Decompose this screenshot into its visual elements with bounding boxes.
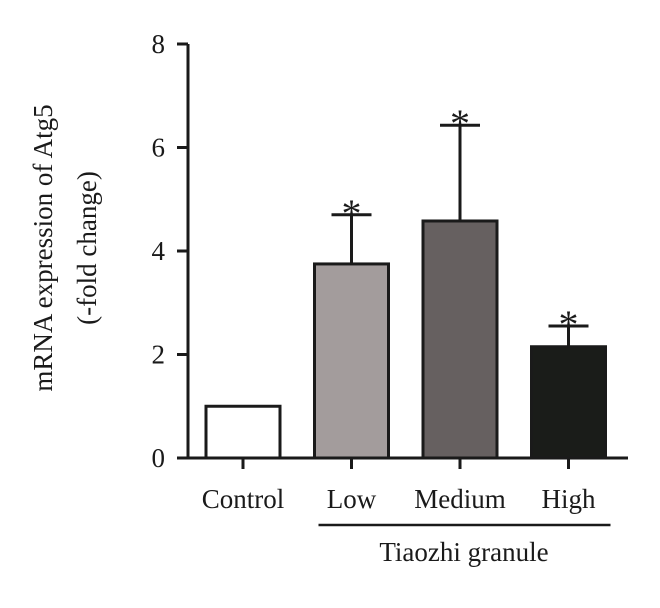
y-axis-title: mRNA expression of Atg5 (-fold change) xyxy=(28,104,102,391)
bars xyxy=(204,123,607,460)
group-label: Tiaozhi granule xyxy=(379,537,548,567)
y-tick-label: 8 xyxy=(152,29,166,59)
y-axis-title-line-2: (-fold change) xyxy=(72,171,102,325)
x-tick-label: Medium xyxy=(414,484,506,514)
significance-marker: * xyxy=(450,101,470,146)
x-tick-label: High xyxy=(542,484,597,514)
x-tick-label: Control xyxy=(202,484,285,514)
significance-marker: * xyxy=(342,191,362,236)
y-tick-label: 0 xyxy=(152,443,166,473)
labels: 0 2 4 6 8 Control Low * Medium * High * xyxy=(152,29,597,514)
x-tick-label: Low xyxy=(327,484,377,514)
y-tick-label: 2 xyxy=(152,340,166,370)
y-tick-label: 4 xyxy=(152,236,166,266)
bar-low xyxy=(313,262,390,460)
y-axis-title-line-1: mRNA expression of Atg5 xyxy=(28,104,58,391)
y-tick-label: 6 xyxy=(152,133,166,163)
bar-high xyxy=(530,345,607,460)
bar-medium xyxy=(421,219,499,460)
significance-marker: * xyxy=(559,302,579,347)
bar-control xyxy=(204,404,282,460)
group-bracket: Tiaozhi granule xyxy=(318,523,611,567)
